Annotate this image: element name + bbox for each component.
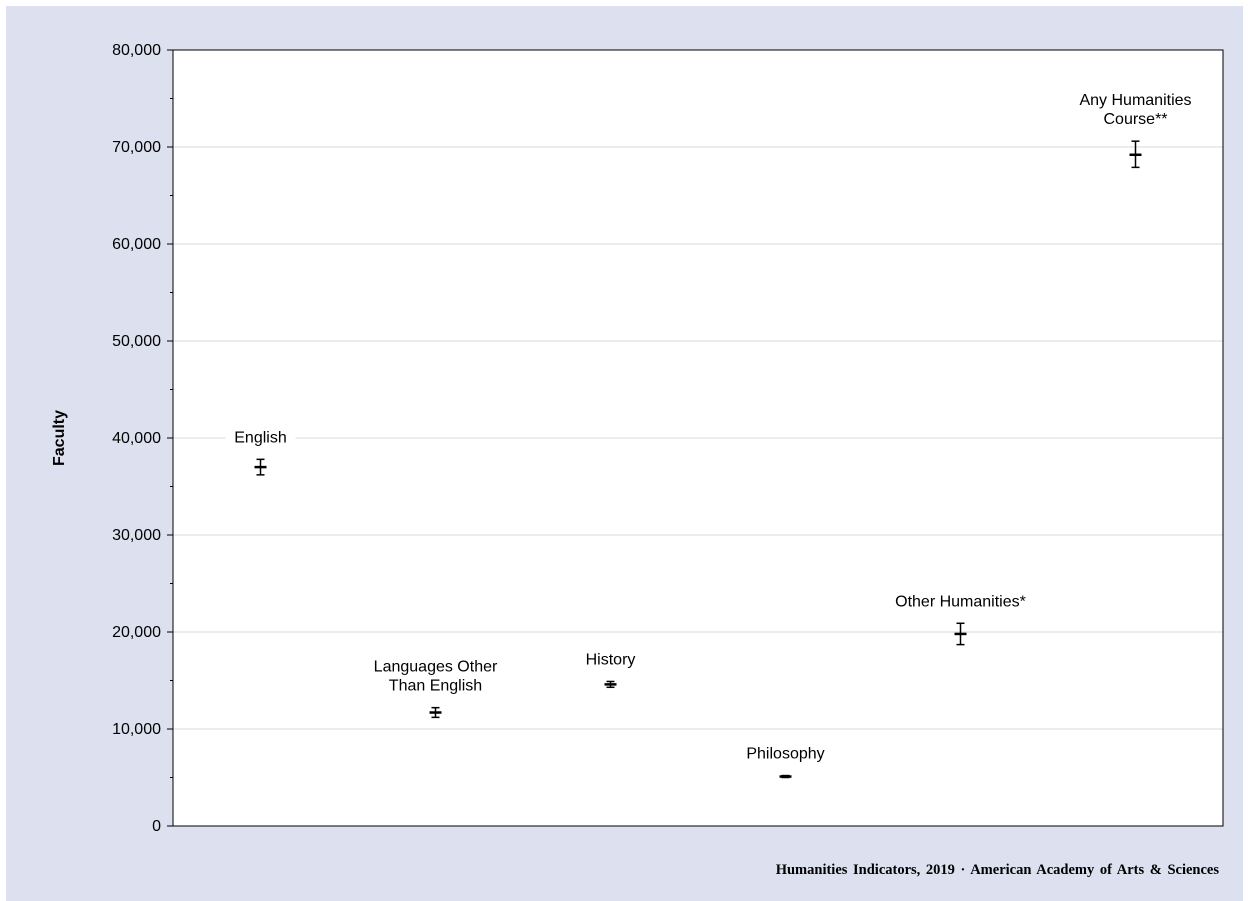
data-point: English <box>225 426 296 476</box>
data-label: English <box>234 429 286 446</box>
data-point: Other Humanities* <box>882 590 1039 646</box>
y-tick-label: 0 <box>152 818 161 835</box>
y-tick-label: 20,000 <box>112 624 161 641</box>
data-label: Any Humanities Course** <box>1079 92 1191 128</box>
chart-svg: 0 10,000 20,000 30,000 40,000 50,000 60,000 70,… <box>51 42 1224 835</box>
plot-border <box>172 49 1224 827</box>
data-point: Languages Other Than English <box>361 655 510 719</box>
data-label-bg <box>737 742 834 765</box>
data-label-bg <box>225 426 296 449</box>
y-tick-label: 30,000 <box>112 527 161 544</box>
y-tick-label: 80,000 <box>112 42 161 59</box>
y-axis-title: Faculty <box>51 410 68 466</box>
data-label-bg <box>575 648 646 671</box>
y-tick-label: 70,000 <box>112 139 161 156</box>
source-note: Humanities Indicators, 2019 · American A… <box>775 862 1219 878</box>
data-label: History <box>586 651 636 668</box>
gridlines <box>173 146 1223 730</box>
data-point: Philosophy <box>737 742 834 779</box>
data-label-bg <box>882 590 1039 613</box>
data-label-bg <box>361 655 510 697</box>
y-tick-label: 60,000 <box>112 236 161 253</box>
data-label: Other Humanities* <box>895 593 1026 610</box>
data-label-bg <box>1070 89 1201 131</box>
data-points: English Languages Other Than English Histor… <box>225 89 1201 779</box>
y-axis: 0 10,000 20,000 30,000 40,000 50,000 60,000 70,… <box>112 42 174 835</box>
y-tick-label: 50,000 <box>112 333 161 350</box>
data-point: History <box>575 648 646 689</box>
data-label: Languages Other Than English <box>374 659 498 695</box>
y-tick-label: 40,000 <box>112 430 161 447</box>
data-point: Any Humanities Course** <box>1070 89 1201 169</box>
data-label: Philosophy <box>746 746 824 763</box>
y-tick-label: 10,000 <box>112 721 161 738</box>
